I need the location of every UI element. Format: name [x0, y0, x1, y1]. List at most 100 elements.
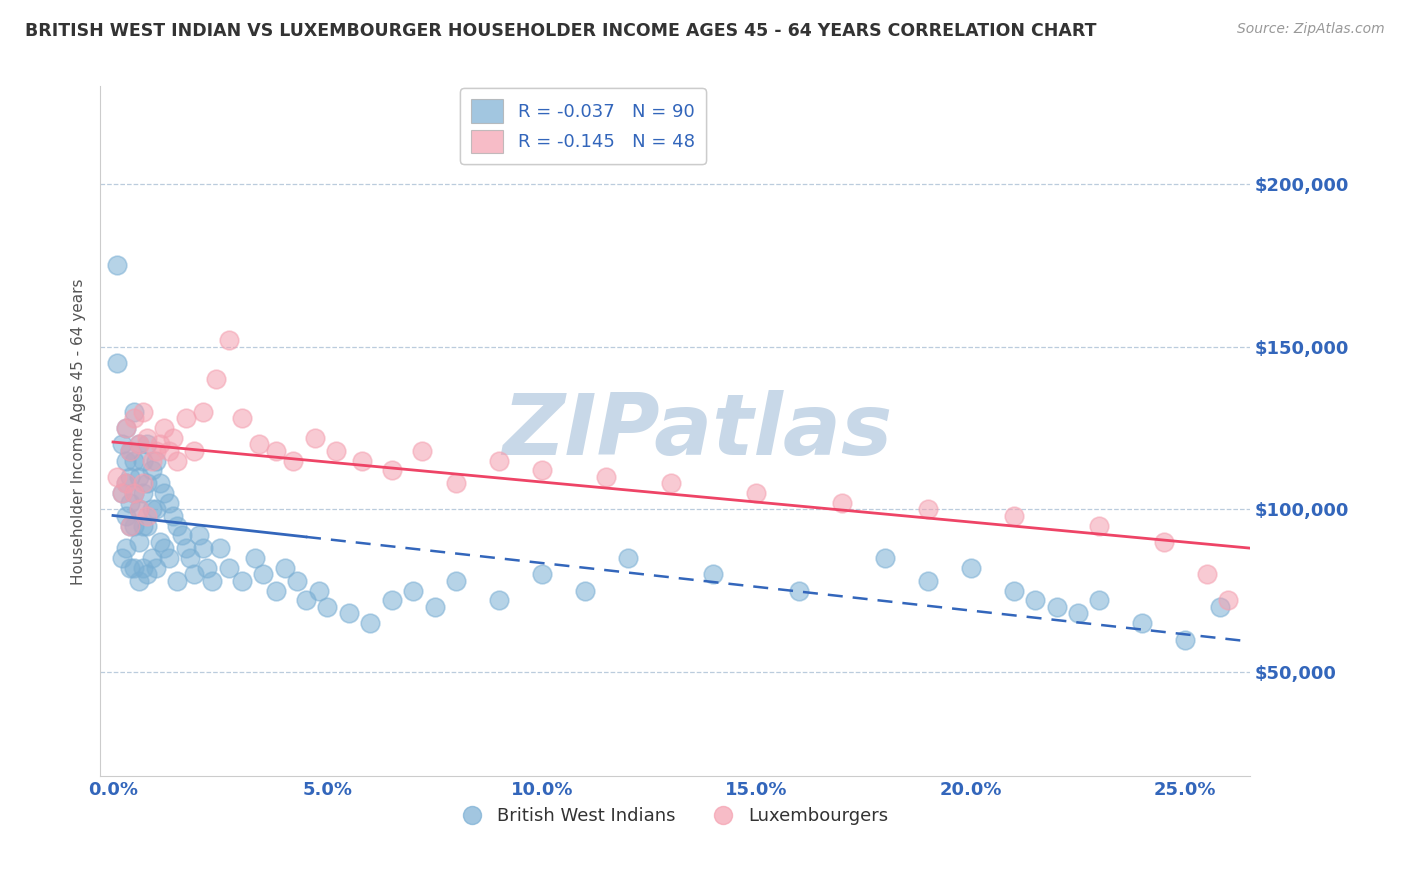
Point: [145, 443, 167, 458]
Point: [530, 463, 553, 477]
Point: [132, 518, 155, 533]
Point: [162, 508, 184, 523]
Point: [243, 551, 266, 566]
Point: [273, 561, 295, 575]
Point: [141, 551, 163, 566]
Point: [128, 470, 150, 484]
Point: [132, 476, 155, 491]
Point: [1195, 567, 1218, 582]
Point: [218, 333, 240, 347]
Point: [530, 567, 553, 582]
Point: [1174, 632, 1197, 647]
Point: [1045, 599, 1067, 614]
Point: [124, 486, 146, 500]
Point: [444, 574, 467, 588]
Point: [124, 561, 146, 575]
Point: [136, 437, 159, 451]
Point: [702, 567, 724, 582]
Point: [304, 431, 326, 445]
Point: [659, 476, 682, 491]
Point: [136, 518, 159, 533]
Point: [157, 551, 180, 566]
Point: [745, 486, 768, 500]
Point: [166, 574, 188, 588]
Point: [136, 476, 159, 491]
Point: [959, 561, 981, 575]
Point: [264, 583, 287, 598]
Point: [831, 496, 853, 510]
Point: [488, 593, 510, 607]
Point: [124, 411, 146, 425]
Point: [110, 486, 132, 500]
Point: [145, 502, 167, 516]
Point: [128, 574, 150, 588]
Point: [174, 411, 197, 425]
Point: [115, 421, 138, 435]
Point: [120, 470, 142, 484]
Point: [183, 567, 205, 582]
Point: [787, 583, 810, 598]
Point: [153, 541, 176, 556]
Point: [141, 502, 163, 516]
Text: Source: ZipAtlas.com: Source: ZipAtlas.com: [1237, 22, 1385, 37]
Point: [105, 470, 128, 484]
Point: [145, 561, 167, 575]
Point: [141, 453, 163, 467]
Point: [124, 486, 146, 500]
Point: [595, 470, 617, 484]
Point: [128, 502, 150, 516]
Point: [381, 593, 404, 607]
Point: [423, 599, 446, 614]
Point: [402, 583, 425, 598]
Point: [917, 502, 939, 516]
Point: [120, 443, 142, 458]
Point: [873, 551, 896, 566]
Point: [115, 476, 138, 491]
Point: [132, 405, 155, 419]
Point: [1088, 518, 1111, 533]
Point: [187, 528, 209, 542]
Point: [201, 574, 224, 588]
Point: [124, 405, 146, 419]
Point: [115, 476, 138, 491]
Point: [411, 443, 433, 458]
Point: [325, 443, 347, 458]
Point: [132, 561, 155, 575]
Point: [110, 486, 132, 500]
Point: [128, 437, 150, 451]
Point: [115, 453, 138, 467]
Point: [191, 405, 214, 419]
Point: [124, 518, 146, 533]
Point: [195, 561, 218, 575]
Point: [174, 541, 197, 556]
Point: [136, 567, 159, 582]
Legend: British West Indians, Luxembourgers: British West Indians, Luxembourgers: [454, 800, 896, 833]
Point: [115, 508, 138, 523]
Point: [115, 541, 138, 556]
Point: [136, 431, 159, 445]
Point: [616, 551, 638, 566]
Point: [128, 502, 150, 516]
Point: [145, 453, 167, 467]
Point: [381, 463, 404, 477]
Point: [295, 593, 318, 607]
Point: [166, 518, 188, 533]
Point: [209, 541, 232, 556]
Point: [316, 599, 339, 614]
Point: [1002, 508, 1025, 523]
Point: [1002, 583, 1025, 598]
Point: [247, 437, 270, 451]
Point: [157, 496, 180, 510]
Text: BRITISH WEST INDIAN VS LUXEMBOURGER HOUSEHOLDER INCOME AGES 45 - 64 YEARS CORREL: BRITISH WEST INDIAN VS LUXEMBOURGER HOUS…: [25, 22, 1097, 40]
Point: [110, 551, 132, 566]
Point: [1153, 535, 1175, 549]
Point: [917, 574, 939, 588]
Point: [166, 453, 188, 467]
Point: [157, 443, 180, 458]
Point: [132, 486, 155, 500]
Point: [120, 561, 142, 575]
Point: [231, 574, 253, 588]
Point: [444, 476, 467, 491]
Point: [149, 476, 172, 491]
Point: [359, 616, 381, 631]
